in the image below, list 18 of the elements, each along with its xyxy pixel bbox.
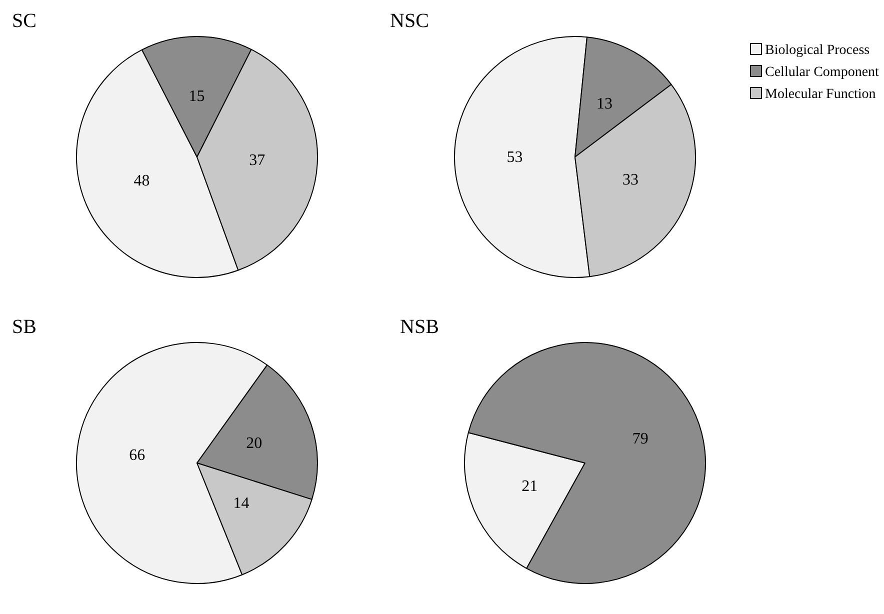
data-label: 79 — [632, 430, 648, 448]
data-label: 33 — [622, 172, 638, 189]
data-label: 66 — [129, 447, 146, 464]
data-label: 13 — [596, 96, 613, 113]
chart-title: SB — [12, 316, 36, 339]
data-label: 14 — [233, 495, 250, 512]
data-label: 53 — [506, 148, 523, 166]
legend-label: Biological Process — [764, 42, 871, 60]
data-label: 37 — [249, 152, 266, 169]
chart-title: NSC — [390, 10, 429, 33]
data-label: 15 — [188, 88, 205, 105]
data-label: 48 — [134, 172, 150, 190]
legend-label: Molecular Function — [764, 86, 877, 104]
data-label: 21 — [522, 478, 538, 495]
legend-label: Cellular Component — [764, 64, 879, 82]
chart-title: SC — [12, 10, 36, 33]
data-label: 20 — [246, 435, 262, 452]
chart-title: NSB — [400, 316, 439, 339]
